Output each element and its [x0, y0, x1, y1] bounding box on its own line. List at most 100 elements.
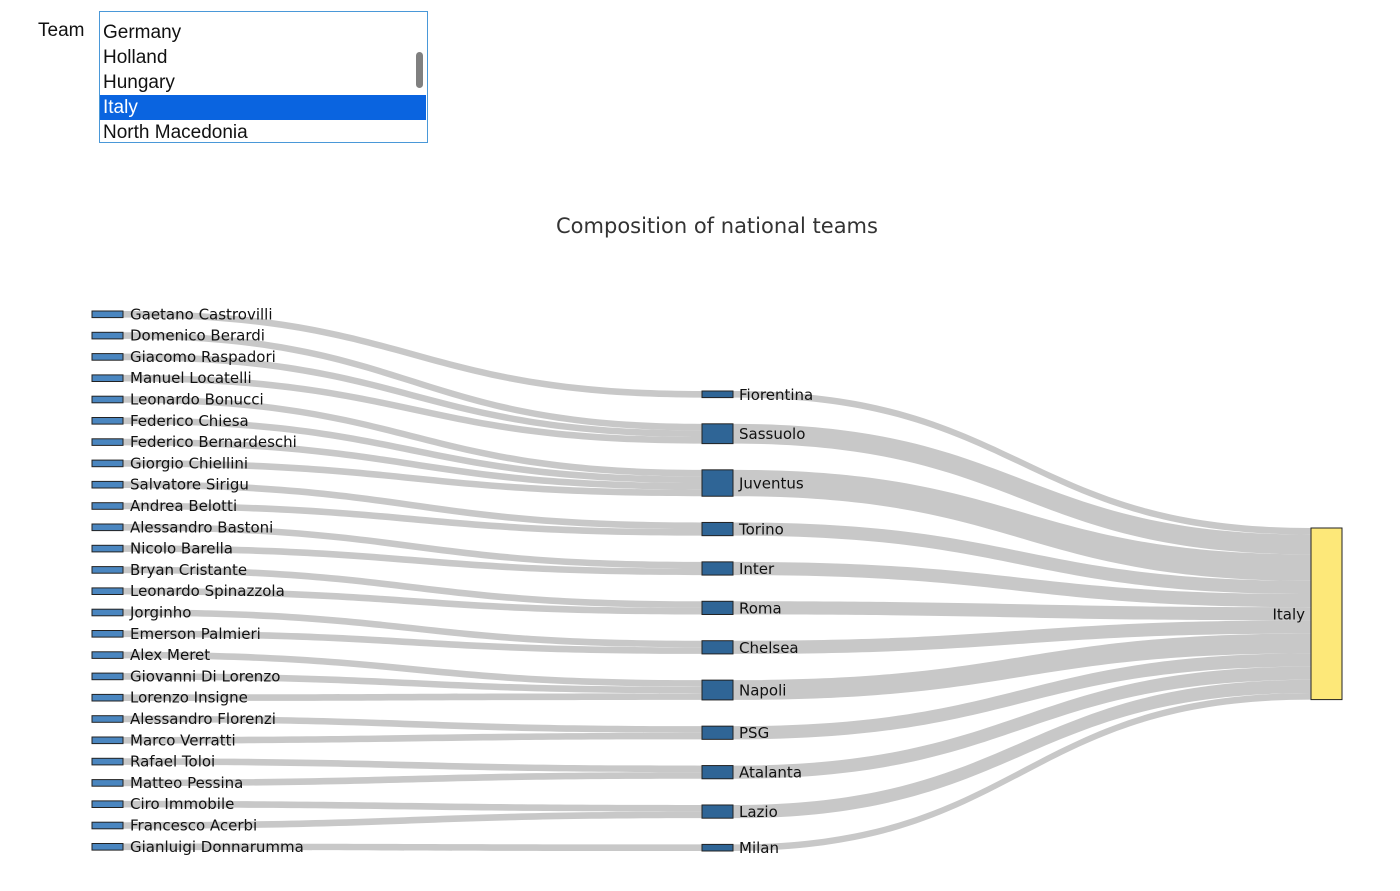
team-filter-label: Team — [38, 20, 85, 41]
link-player-club — [123, 311, 702, 398]
player-node[interactable] — [91, 374, 124, 382]
team-option[interactable]: North Macedonia — [103, 122, 248, 143]
link-club-team — [733, 423, 1311, 555]
link-player-club — [123, 673, 702, 694]
link-club-team — [733, 633, 1311, 700]
link-player-club — [123, 545, 702, 576]
link-player-club — [123, 396, 702, 477]
link-player-club — [123, 609, 702, 648]
player-label: Matteo Pessina — [130, 774, 243, 792]
player-node[interactable] — [91, 779, 124, 787]
chart-title: Composition of national teams — [556, 214, 878, 238]
player-node[interactable] — [91, 395, 124, 404]
link-club-team — [733, 561, 1311, 608]
player-node[interactable] — [91, 608, 124, 617]
link-player-club — [123, 502, 702, 536]
player-node[interactable] — [91, 821, 124, 830]
club-node[interactable] — [701, 521, 734, 537]
team-option[interactable]: Hungary — [103, 72, 175, 93]
player-label: Leonardo Bonucci — [130, 391, 264, 409]
club-label: Lazio — [739, 803, 778, 821]
link-club-team — [733, 653, 1311, 740]
club-label: Torino — [738, 521, 784, 539]
club-node[interactable] — [701, 765, 734, 780]
player-label: Marco Verratti — [130, 731, 236, 749]
link-club-team — [733, 620, 1311, 654]
player-node[interactable] — [91, 566, 124, 574]
player-node[interactable] — [91, 310, 124, 319]
player-node[interactable] — [91, 651, 124, 659]
team-option[interactable]: Italy — [100, 95, 426, 120]
team-label: Italy — [1272, 605, 1305, 623]
player-label: Gianluigi Donnarumma — [130, 838, 304, 856]
club-node[interactable] — [701, 679, 734, 701]
club-label: Inter — [739, 560, 775, 578]
club-label: Milan — [739, 839, 779, 857]
team-option[interactable]: Germany — [103, 22, 182, 43]
team-node[interactable] — [1310, 527, 1343, 701]
player-node[interactable] — [91, 843, 124, 851]
link-player-club — [123, 715, 702, 733]
club-node[interactable] — [701, 725, 734, 740]
player-label: Alessandro Florenzi — [130, 710, 276, 728]
club-node[interactable] — [701, 843, 734, 852]
player-node[interactable] — [91, 438, 124, 446]
link-club-team — [733, 679, 1311, 819]
link-player-club — [123, 772, 702, 787]
player-node[interactable] — [91, 353, 124, 361]
player-node[interactable] — [91, 672, 124, 681]
player-node[interactable] — [91, 693, 124, 702]
club-label: Juventus — [738, 475, 804, 493]
player-node[interactable] — [91, 480, 124, 489]
player-node[interactable] — [91, 587, 124, 596]
link-player-club — [123, 843, 702, 851]
club-node[interactable] — [701, 804, 734, 819]
player-node[interactable] — [91, 736, 124, 745]
club-label: Atalanta — [739, 764, 802, 782]
link-player-club — [123, 417, 702, 484]
player-label: Alex Meret — [130, 646, 210, 664]
player-node[interactable] — [91, 417, 124, 425]
link-club-team — [733, 666, 1311, 779]
link-player-club — [123, 651, 702, 687]
link-player-club — [123, 587, 702, 615]
club-node[interactable] — [701, 640, 734, 655]
link-player-club — [123, 374, 702, 444]
player-label: Alessandro Bastoni — [130, 518, 273, 536]
club-node[interactable] — [701, 600, 734, 615]
club-label: PSG — [739, 724, 769, 742]
player-node[interactable] — [91, 715, 124, 723]
player-label: Leonardo Spinazzola — [130, 582, 285, 600]
player-node[interactable] — [91, 800, 124, 809]
player-label: Domenico Berardi — [130, 327, 265, 345]
club-node[interactable] — [701, 469, 734, 497]
club-node[interactable] — [701, 390, 734, 399]
player-label: Giacomo Raspadori — [130, 348, 276, 366]
team-option[interactable]: Holland — [103, 47, 168, 68]
player-label: Bryan Cristante — [130, 561, 247, 579]
link-player-club — [123, 732, 702, 744]
player-label: Francesco Acerbi — [130, 817, 257, 835]
player-label: Manuel Locatelli — [130, 369, 252, 387]
player-label: Lorenzo Insigne — [130, 689, 248, 707]
link-club-team — [733, 391, 1311, 535]
link-player-club — [123, 630, 702, 654]
player-label: Jorginho — [129, 604, 191, 622]
club-node[interactable] — [701, 561, 734, 576]
player-label: Emerson Palmieri — [130, 625, 261, 643]
link-club-team — [733, 601, 1311, 621]
player-node[interactable] — [91, 459, 124, 468]
link-club-team — [733, 522, 1311, 594]
player-node[interactable] — [91, 502, 124, 510]
player-node[interactable] — [91, 630, 124, 638]
link-player-club — [123, 800, 702, 812]
player-node[interactable] — [91, 757, 124, 766]
club-label: Fiorentina — [739, 386, 813, 404]
link-player-club — [123, 481, 702, 530]
player-node[interactable] — [91, 523, 124, 532]
player-node[interactable] — [91, 544, 124, 553]
club-node[interactable] — [701, 423, 734, 445]
player-node[interactable] — [91, 331, 124, 340]
listbox-scrollbar-thumb[interactable] — [416, 52, 423, 88]
team-listbox[interactable]: Germany Holland Hungary Italy North Macedoni… — [99, 11, 428, 143]
